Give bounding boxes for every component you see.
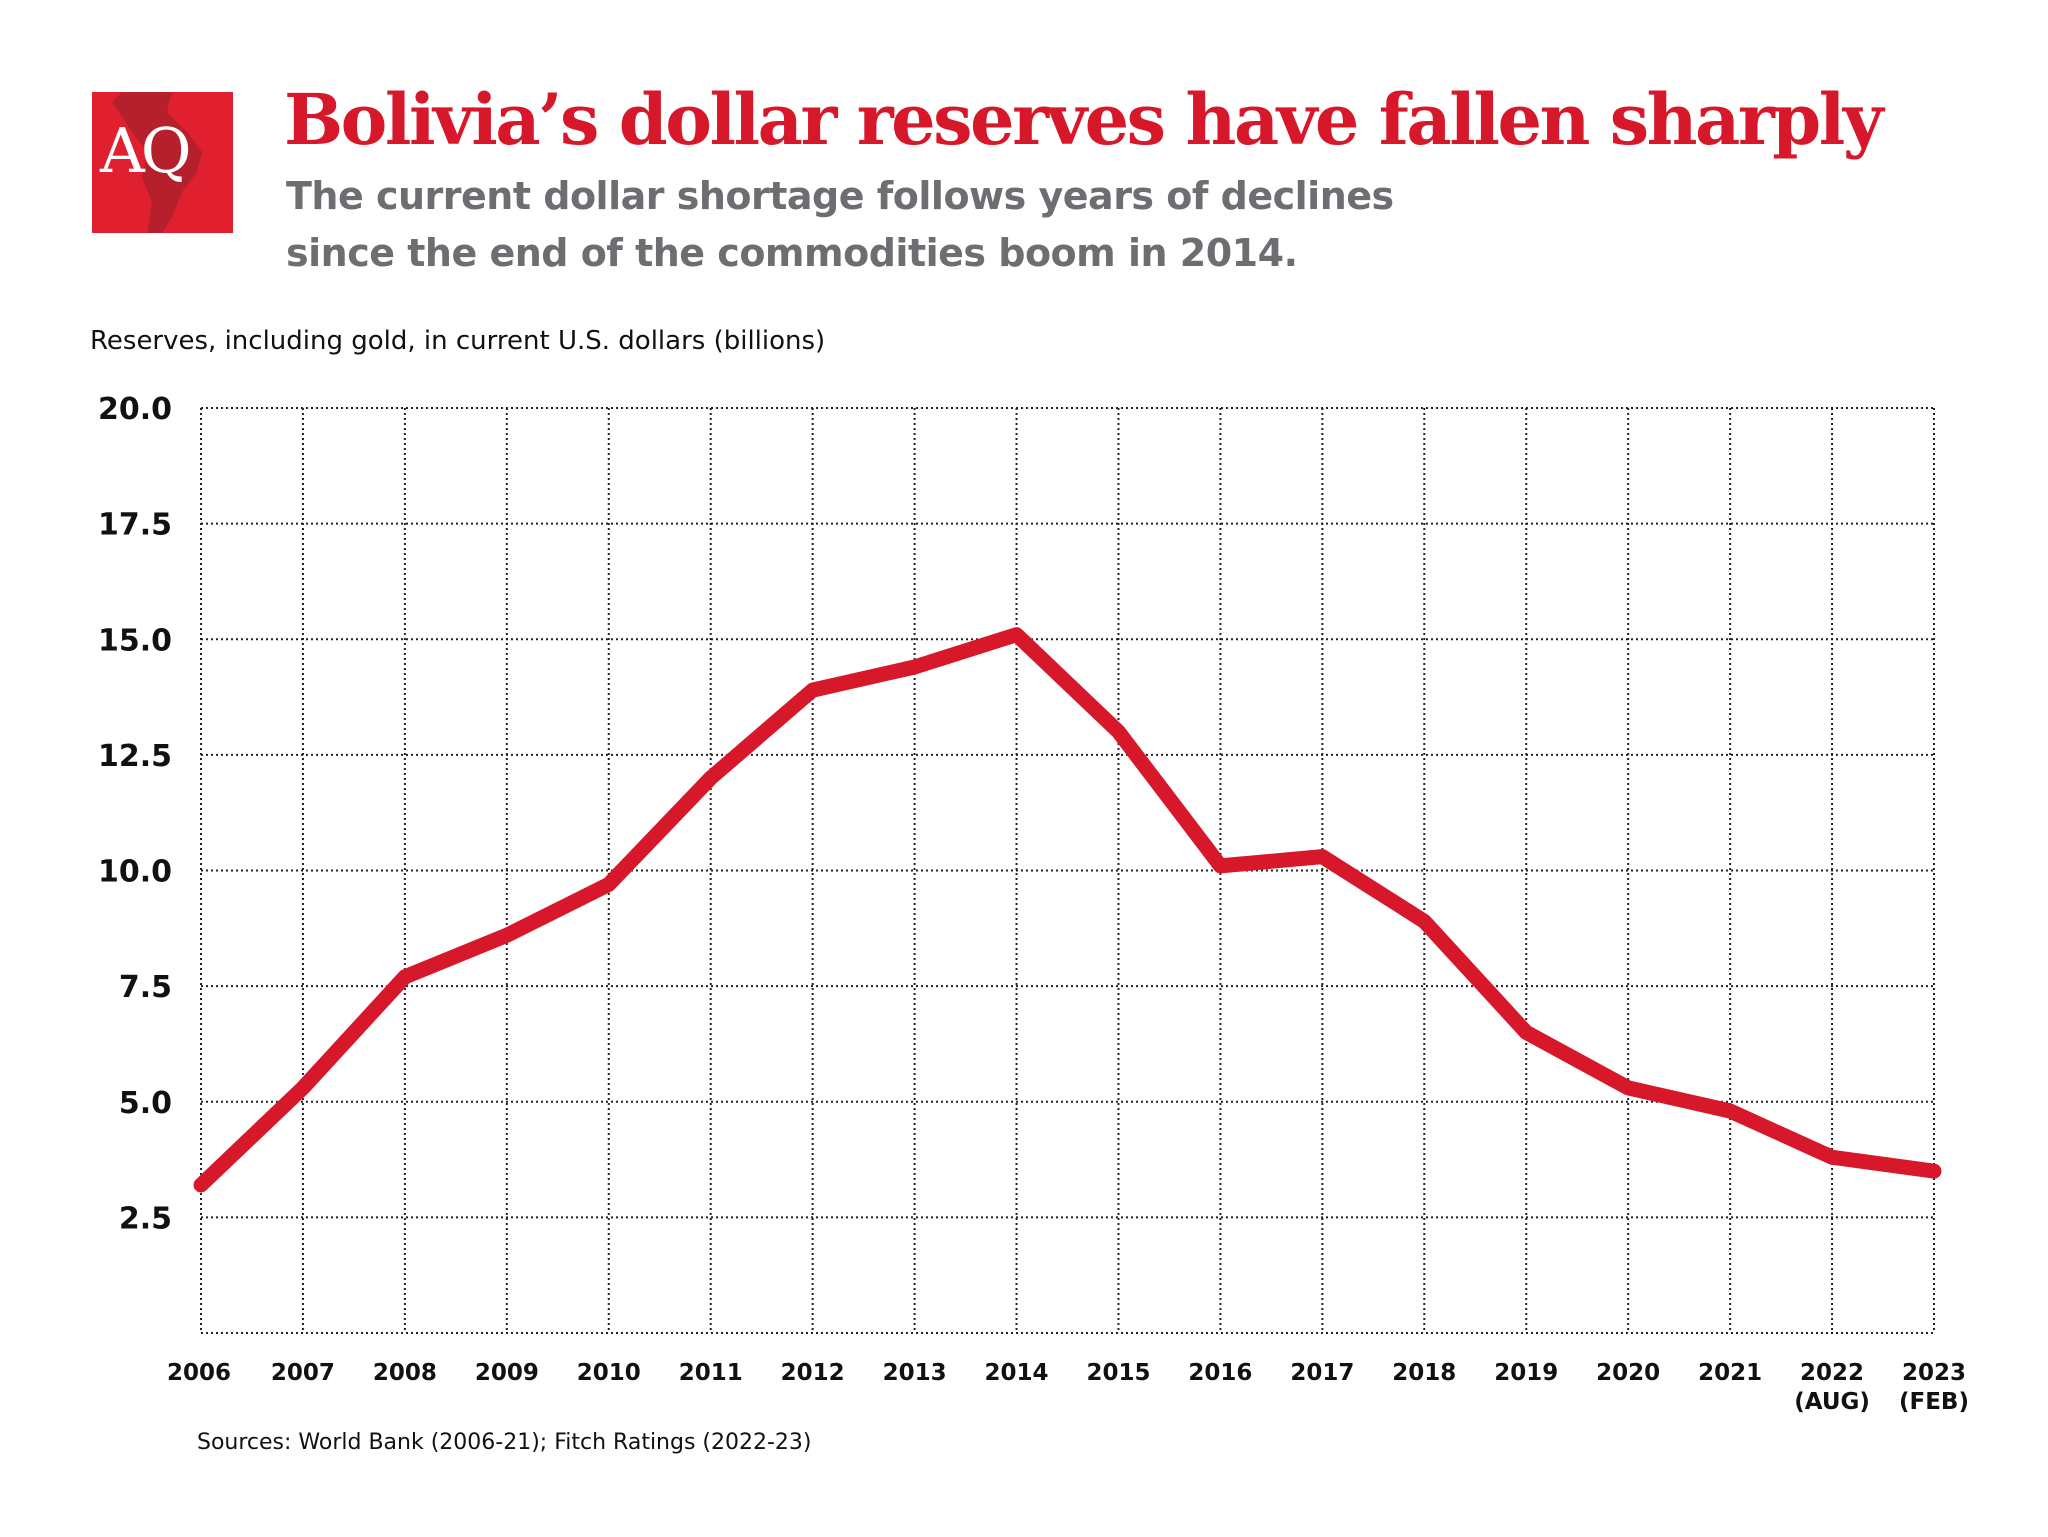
x-tick-line: 2006 (167, 1360, 231, 1386)
x-tick-line: 2013 (883, 1360, 947, 1386)
x-tick-label: 2019 (1494, 1360, 1558, 1386)
subtitle-line-2: since the end of the commodities boom in… (286, 231, 1298, 275)
y-axis-label: Reserves, including gold, in current U.S… (90, 326, 826, 356)
x-tick-line: 2019 (1494, 1360, 1558, 1386)
x-tick-line: 2022 (1800, 1360, 1864, 1386)
y-tick-label: 12.5 (98, 739, 172, 774)
x-tick-line: 2010 (577, 1360, 641, 1386)
x-tick-label: 2020 (1596, 1360, 1660, 1386)
x-tick-label: 2013 (883, 1360, 947, 1386)
x-tick-line: 2021 (1698, 1360, 1762, 1386)
x-tick-label: 2006 (167, 1360, 231, 1386)
series (193, 627, 1942, 1193)
x-tick-line: 2011 (679, 1360, 743, 1386)
x-tick-label: 2016 (1188, 1360, 1252, 1386)
x-tick-line: (AUG) (1794, 1389, 1870, 1415)
x-tick-label: 2011 (679, 1360, 743, 1386)
x-tick-label: 2017 (1290, 1360, 1354, 1386)
y-tick-label: 7.5 (119, 970, 172, 1005)
x-tick-line: 2014 (985, 1360, 1049, 1386)
logo-text: AQ (100, 114, 192, 187)
x-tick-line: 2017 (1290, 1360, 1354, 1386)
chart-subtitle: The current dollar shortage follows year… (286, 168, 1436, 282)
aq-logo: AQ (92, 92, 233, 233)
x-tick-line: 2020 (1596, 1360, 1660, 1386)
subtitle-line-1: The current dollar shortage follows year… (286, 174, 1394, 218)
x-tick-label: 2008 (373, 1360, 437, 1386)
y-tick-label: 5.0 (119, 1086, 172, 1121)
y-tick-label: 2.5 (119, 1201, 172, 1236)
x-tick-label: 2022 (AUG) (1794, 1360, 1870, 1415)
y-tick-label: 20.0 (98, 392, 172, 427)
chart-title: Bolivia’s dollar reserves have fallen sh… (284, 78, 1884, 161)
x-tick-label: 2023 (FEB) (1899, 1360, 1969, 1415)
x-tick-line: 2007 (271, 1360, 335, 1386)
y-tick-label: 17.5 (98, 508, 172, 543)
x-tick-line: (FEB) (1899, 1389, 1969, 1415)
x-tick-label: 2018 (1392, 1360, 1456, 1386)
x-tick-line: 2018 (1392, 1360, 1456, 1386)
y-tick-label: 10.0 (98, 855, 172, 890)
x-tick-line: 2023 (1902, 1360, 1966, 1386)
x-axis-ticks: 2006 2007 2008 2009 2010 2011 2012 2013 2014 2015… (167, 1360, 1969, 1415)
americas-map-icon (112, 92, 202, 233)
x-tick-label: 2010 (577, 1360, 641, 1386)
x-tick-line: 2009 (475, 1360, 539, 1386)
x-tick-label: 2012 (781, 1360, 845, 1386)
x-tick-line: 2012 (781, 1360, 845, 1386)
x-tick-label: 2014 (985, 1360, 1049, 1386)
x-tick-line: 2015 (1086, 1360, 1150, 1386)
y-axis-ticks: 2.5 5.0 7.5 10.0 12.5 15.0 17.5 20.0 (98, 392, 172, 1236)
x-tick-line: 2016 (1188, 1360, 1252, 1386)
source-note: Sources: World Bank (2006-21); Fitch Rat… (197, 1430, 812, 1455)
x-tick-label: 2009 (475, 1360, 539, 1386)
x-tick-label: 2007 (271, 1360, 335, 1386)
reserves-line (193, 627, 1942, 1193)
grid (200, 407, 1935, 1334)
x-tick-line: 2008 (373, 1360, 437, 1386)
y-tick-label: 15.0 (98, 623, 172, 658)
x-tick-label: 2021 (1698, 1360, 1762, 1386)
x-tick-label: 2015 (1086, 1360, 1150, 1386)
